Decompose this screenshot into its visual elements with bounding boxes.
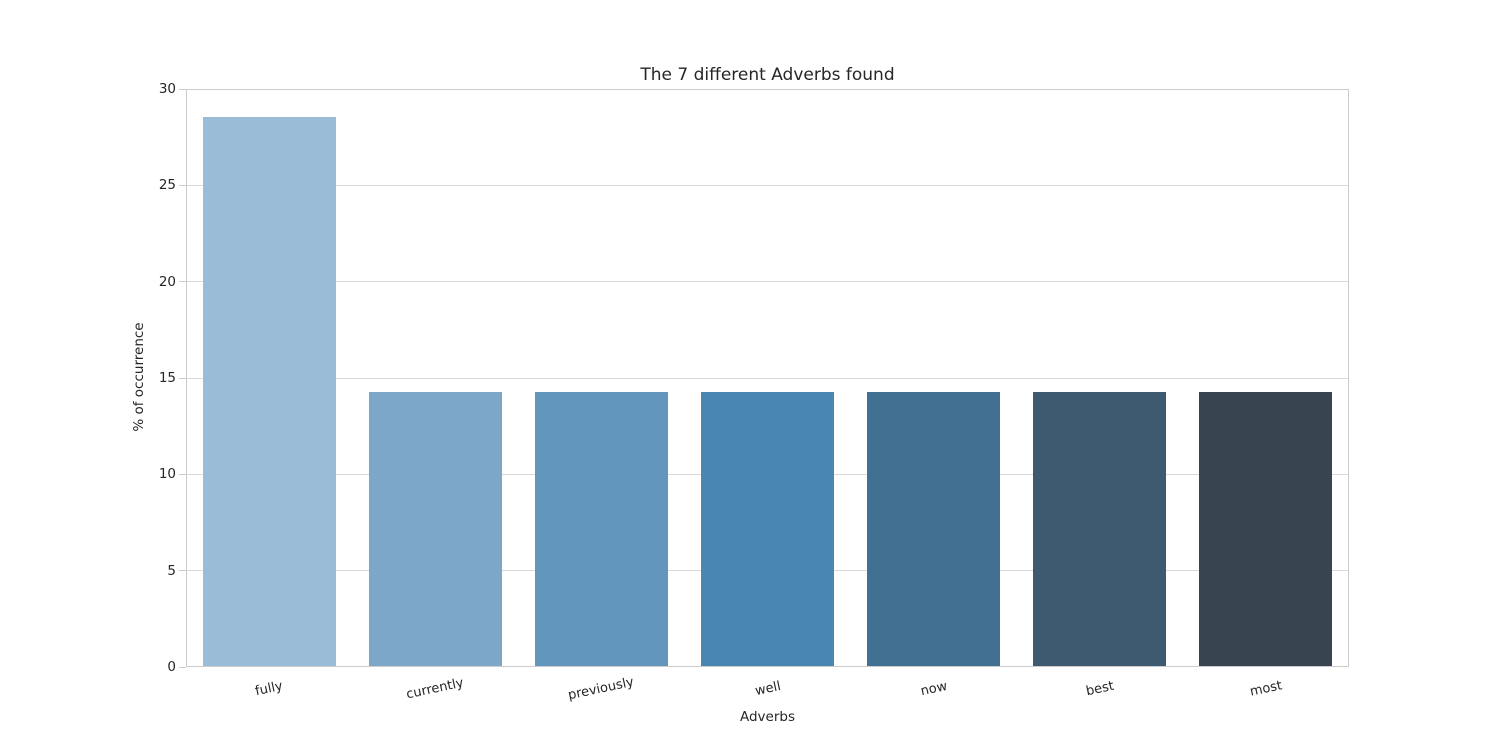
y-tick-mark	[179, 473, 186, 475]
y-tick-label-30: 30	[158, 81, 176, 97]
bar-currently	[368, 391, 502, 667]
x-tick-label-most: most	[1248, 678, 1284, 700]
gridline-y-20	[186, 281, 1349, 283]
x-axis-label: Adverbs	[739, 709, 795, 725]
y-tick-label-0: 0	[167, 659, 176, 675]
bar-fully	[202, 116, 336, 667]
y-tick-label-25: 25	[158, 177, 176, 194]
chart-title: The 7 different Adverbs found	[640, 65, 895, 85]
bar-best	[1033, 391, 1167, 667]
bar-now	[867, 391, 1001, 667]
y-tick-mark	[179, 281, 186, 283]
y-tick-mark	[179, 570, 186, 572]
x-tick-label-best: best	[1084, 678, 1116, 700]
y-tick-mark	[179, 666, 186, 668]
y-tick-label-15: 15	[158, 370, 176, 386]
bar-previously	[534, 391, 668, 667]
y-tick-label-10: 10	[158, 466, 176, 483]
x-tick-label-now: now	[918, 678, 949, 700]
gridline-y-25	[186, 184, 1349, 186]
x-tick-label-well: well	[753, 678, 782, 700]
y-tick-label-20: 20	[158, 273, 176, 290]
y-tick-mark	[179, 88, 186, 90]
y-tick-label-5: 5	[167, 562, 176, 579]
y-tick-mark	[179, 377, 186, 379]
bar-most	[1199, 391, 1333, 667]
x-tick-label-previously: previously	[567, 674, 636, 704]
x-tick-label-currently: currently	[405, 675, 466, 703]
x-tick-label-fully: fully	[253, 678, 285, 700]
y-tick-mark	[179, 184, 186, 186]
gridline-y-15	[186, 377, 1349, 379]
bar-well	[701, 391, 834, 667]
plot-area	[186, 89, 1349, 667]
